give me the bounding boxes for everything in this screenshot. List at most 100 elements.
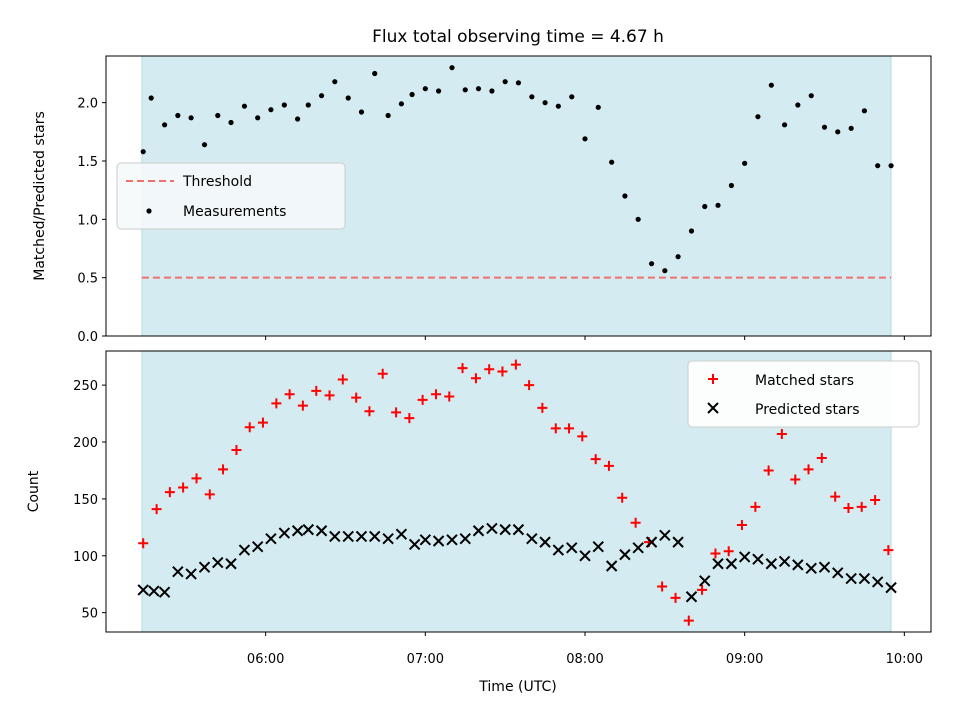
- predicted-star-point: [315, 525, 328, 537]
- predicted-star-point: [672, 536, 684, 548]
- matched-star-point: [191, 473, 202, 484]
- predicted-star-point: [419, 534, 432, 546]
- measurement-point: [409, 91, 415, 98]
- predicted-star-point: [552, 544, 565, 556]
- measurement-point: [449, 65, 455, 71]
- predicted-star-point: [342, 530, 354, 543]
- count-x-ticks: 06:00 07:00 08:00 09:00 10:00: [247, 632, 923, 667]
- measurement-point: [861, 108, 868, 114]
- measurement-point: [148, 95, 154, 101]
- y-tick-label: 2.0: [77, 97, 98, 112]
- predicted-star-point: [212, 556, 224, 569]
- measurement-point: [555, 103, 561, 109]
- measurement-point: [515, 80, 522, 86]
- predicted-star-point: [685, 591, 698, 603]
- matched-star-point: [284, 389, 295, 400]
- y-tick-label: 150: [73, 493, 98, 508]
- measurement-point: [662, 268, 668, 274]
- measurement-point: [385, 112, 391, 119]
- matched-star-point: [816, 452, 827, 463]
- matched-star-point: [178, 482, 189, 493]
- predicted-star-point: [845, 572, 857, 585]
- predicted-star-point: [329, 530, 341, 543]
- predicted-star-point: [592, 540, 604, 553]
- matched-star-point: [683, 615, 694, 626]
- measurement-point: [175, 112, 181, 119]
- count-y-axis-label: Count: [26, 470, 42, 512]
- predicted-star-point: [486, 522, 498, 535]
- y-tick-label: 0.0: [77, 330, 98, 345]
- ratio-legend-box: [116, 162, 346, 230]
- predicted-star-point: [619, 548, 631, 561]
- matched-star-point: [697, 584, 708, 595]
- matched-star-point: [257, 417, 268, 428]
- measurement-point: [140, 149, 146, 155]
- measurement-point: [648, 261, 655, 267]
- y-tick-label: 100: [73, 550, 98, 565]
- matched-star-point: [750, 501, 761, 512]
- measurement-point: [595, 104, 601, 110]
- matched-star-point: [311, 385, 322, 396]
- x-tick-label: 06:00: [247, 652, 284, 667]
- ratio-panel: 0.00.51.01.52.0 Matched/Predicted stars …: [32, 55, 932, 345]
- measurement-point: [462, 87, 468, 93]
- count-legend-box: [687, 360, 920, 428]
- legend-matched-label: Matched stars: [755, 373, 854, 389]
- predicted-star-point: [832, 567, 844, 579]
- predicted-star-point: [369, 530, 381, 543]
- matched-star-point: [231, 444, 242, 455]
- measurement-point: [188, 115, 194, 121]
- count-y-ticks: 50 100 150 200 250: [73, 379, 106, 622]
- matched-star-point: [444, 391, 455, 402]
- ratio-y-ticks: 0.0 0.5 1.0 1.5 2.0: [77, 97, 106, 345]
- ratio-x-ticks: [265, 336, 905, 340]
- predicted-star-point: [605, 560, 618, 572]
- measurement-point: [332, 79, 338, 85]
- matched-star-point: [803, 464, 814, 475]
- matched-star-point: [856, 501, 867, 512]
- matched-star-point: [710, 548, 721, 559]
- measurement-point: [795, 102, 801, 108]
- predicted-star-point: [198, 561, 211, 573]
- measurement-point: [848, 125, 854, 131]
- measurement-point: [502, 79, 508, 85]
- matched-star-point: [590, 454, 601, 465]
- predicted-star-point: [148, 585, 160, 597]
- measurement-point: [622, 193, 628, 199]
- matched-star-point: [736, 520, 747, 531]
- y-tick-label: 1.0: [77, 213, 98, 228]
- measurement-point: [875, 163, 881, 169]
- measurement-point: [318, 93, 325, 99]
- predicted-star-point: [752, 553, 764, 565]
- matched-star-point: [603, 460, 614, 471]
- measurement-point: [728, 182, 735, 189]
- predicted-star-point: [302, 523, 315, 536]
- measurement-point: [295, 116, 301, 122]
- measurement-point: [529, 94, 535, 100]
- measurement-point: [201, 142, 208, 148]
- matched-star-point: [776, 429, 787, 440]
- predicted-star-point: [459, 533, 471, 545]
- measurement-point: [475, 86, 482, 92]
- predicted-star-point: [432, 535, 445, 547]
- x-marker: [707, 402, 719, 414]
- predicted-star-point: [645, 536, 658, 548]
- predicted-star-point: [395, 528, 408, 540]
- predicted-star-point: [632, 542, 644, 554]
- x-tick-label: 10:00: [886, 652, 923, 667]
- measurement-point: [255, 115, 261, 121]
- matched-star-point: [843, 502, 854, 513]
- y-tick-label: 200: [73, 436, 98, 451]
- matched-star-point: [164, 487, 175, 498]
- predicted-star-point: [355, 530, 368, 543]
- y-tick-label: 250: [73, 379, 98, 394]
- matched-star-point: [218, 464, 229, 475]
- y-tick-label: 1.5: [77, 155, 98, 170]
- measurement-point: [345, 95, 351, 101]
- matched-star-point: [830, 491, 841, 502]
- matched-star-point: [763, 465, 774, 476]
- matched-star-point: [337, 374, 348, 385]
- predicted-star-point: [885, 581, 897, 594]
- count-legend: Matched stars Predicted stars: [687, 360, 920, 428]
- predicted-star-point: [778, 555, 791, 568]
